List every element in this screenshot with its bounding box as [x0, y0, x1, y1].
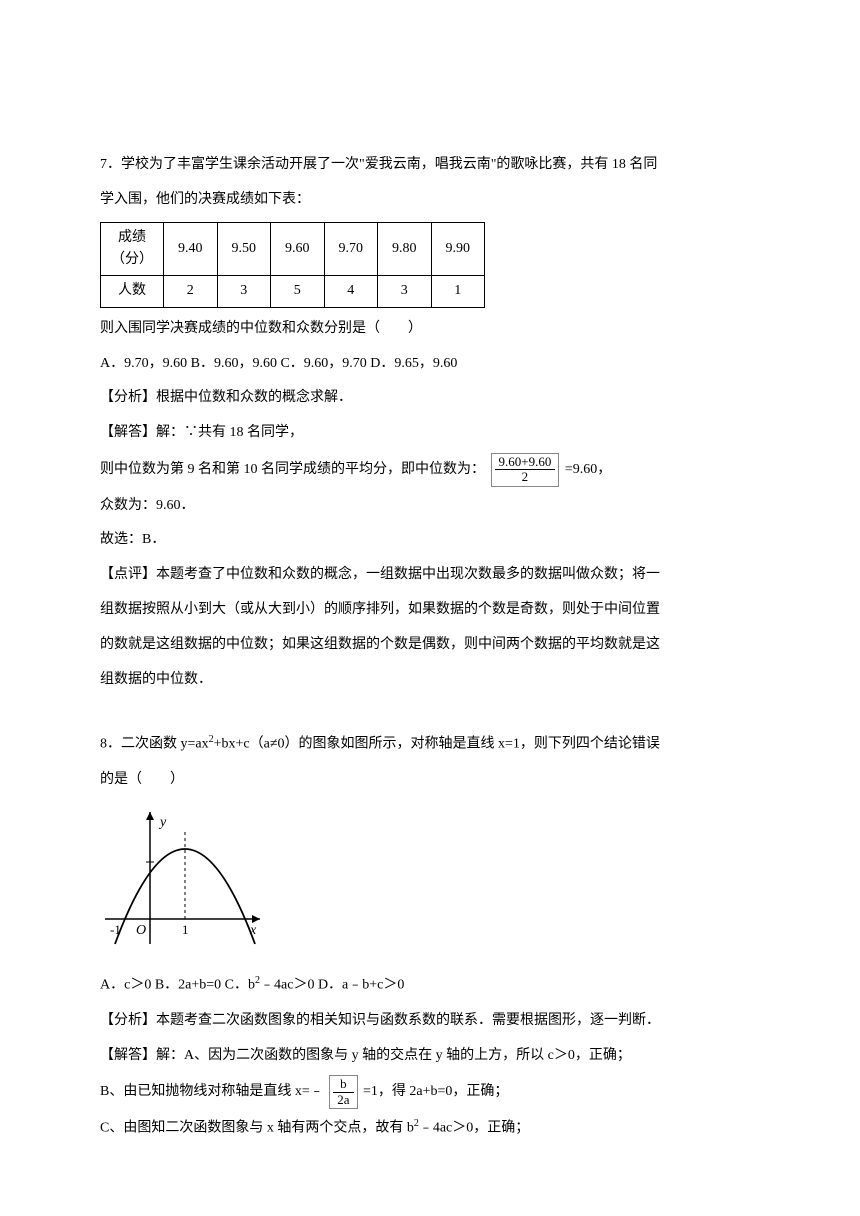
- neg1-label: -1: [110, 922, 121, 937]
- q8-answer-c: C、由图知二次函数图象与 x 轴有两个交点，故有 b2﹣4ac＞0，正确；: [100, 1113, 760, 1144]
- q7-ask: 则入围同学决赛成绩的中位数和众数分别是（ ）: [100, 314, 760, 345]
- q8-analysis: 【分析】本题考查二次函数图象的相关知识与函数系数的联系．需要根据图形，逐一判断．: [100, 1006, 760, 1037]
- q7-answer-l2: 则中位数为第 9 名和第 10 名同学成绩的平均分，即中位数为： 9.60+9.…: [100, 453, 760, 487]
- q7-review-l4: 组数据的中位数．: [100, 665, 760, 696]
- q7-fraction-num: 9.60+9.60: [495, 455, 556, 470]
- q8-answer-b: B、由已知抛物线对称轴是直线 x=﹣ b 2a =1，得 2a+b=0，正确；: [100, 1075, 760, 1109]
- q7-table-head-score: 成绩 （分）: [101, 222, 164, 276]
- q7-table-score-4: 9.80: [378, 222, 432, 276]
- q7-options: A．9.70，9.60 B．9.60，9.60 C．9.60，9.70 D．9.…: [100, 349, 760, 380]
- origin-label: O: [136, 923, 146, 938]
- q8-prompt-l1a: 8．二次函数 y=ax: [100, 737, 209, 752]
- y-axis-arrow: [146, 812, 154, 820]
- q7-analysis: 【分析】根据中位数和众数的概念求解．: [100, 383, 760, 414]
- q7-review-l2: 组数据按照从小到大（或从大到小）的顺序排列，如果数据的个数是奇数，则处于中间位置: [100, 595, 760, 626]
- q7-table-head-score-b: （分）: [111, 249, 153, 271]
- q8-answer-a: 【解答】解：A、因为二次函数的图象与 y 轴的交点在 y 轴的上方，所以 c＞0…: [100, 1041, 760, 1072]
- q7-table: 成绩 （分） 9.40 9.50 9.60 9.70 9.80 9.90 人数 …: [100, 222, 485, 308]
- y-axis-label: y: [158, 815, 167, 830]
- one-label: 1: [182, 922, 189, 937]
- q8-fraction-num: b: [333, 1077, 353, 1092]
- q7-table-score-3: 9.70: [324, 222, 378, 276]
- q8-prompt-l1b: +bx+c（a≠0）的图象如图所示，对称轴是直线 x=1，则下列四个结论错误: [214, 737, 660, 752]
- q8-graph: y x O -1 1: [100, 804, 760, 967]
- q8-prompt-l1: 8．二次函数 y=ax2+bx+c（a≠0）的图象如图所示，对称轴是直线 x=1…: [100, 729, 760, 760]
- q8-answer-c-before: C、由图知二次函数图象与 x 轴有两个交点，故有 b: [100, 1121, 414, 1136]
- q7-answer-l4: 故选：B．: [100, 525, 760, 556]
- x-axis-arrow: [252, 915, 260, 923]
- q7-review-l3: 的数就是这组数据的中位数；如果这组数据的个数是偶数，则中间两个数据的平均数就是这: [100, 630, 760, 661]
- q7-answer-l2-after: =9.60，: [565, 462, 611, 477]
- q7-table-head-score-a: 成绩: [111, 227, 153, 249]
- q8-fraction-den: 2a: [333, 1093, 353, 1107]
- q7-table-score-5: 9.90: [431, 222, 485, 276]
- q7-prompt-line2: 学入围，他们的决赛成绩如下表：: [100, 185, 760, 216]
- parabola-graph-svg: y x O -1 1: [100, 804, 270, 954]
- q7-table-count-0: 2: [164, 276, 218, 307]
- q8-prompt-l2: 的是（ ）: [100, 765, 760, 796]
- q8-answer-c-after: ﹣4ac＞0，正确；: [419, 1121, 529, 1136]
- q7-table-count-2: 5: [271, 276, 325, 307]
- q7-review-l1: 【点评】本题考查了中位数和众数的概念，一组数据中出现次数最多的数据叫做众数；将一: [100, 560, 760, 591]
- q8-options-b: ﹣4ac＞0 D．a﹣b+c＞0: [260, 978, 404, 993]
- q7-table-count-1: 3: [217, 276, 271, 307]
- q7-table-score-0: 9.40: [164, 222, 218, 276]
- q7-answer-l1: 【解答】解：∵共有 18 名同学，: [100, 418, 760, 449]
- q7-table-count-5: 1: [431, 276, 485, 307]
- q7-answer-l2-before: 则中位数为第 9 名和第 10 名同学成绩的平均分，即中位数为：: [100, 462, 485, 477]
- q7-table-head-count: 人数: [101, 276, 164, 307]
- q8-answer-b-before: B、由已知抛物线对称轴是直线 x=﹣: [100, 1084, 324, 1099]
- spacer: [100, 699, 760, 729]
- q7-table-count-3: 4: [324, 276, 378, 307]
- q7-answer-l3: 众数为：9.60．: [100, 491, 760, 522]
- q8-options-a: A．c＞0 B．2a+b=0 C．b: [100, 978, 255, 993]
- q8-fraction: b 2a: [329, 1075, 357, 1109]
- q7-fraction: 9.60+9.60 2: [491, 453, 560, 487]
- q8-answer-b-after: =1，得 2a+b=0，正确；: [363, 1084, 508, 1099]
- q7-table-score-2: 9.60: [271, 222, 325, 276]
- q7-table-score-1: 9.50: [217, 222, 271, 276]
- q7-fraction-den: 2: [495, 470, 556, 484]
- q8-options: A．c＞0 B．2a+b=0 C．b2﹣4ac＞0 D．a﹣b+c＞0: [100, 970, 760, 1001]
- q7-table-count-4: 3: [378, 276, 432, 307]
- x-axis-label: x: [249, 923, 257, 938]
- q7-prompt-line1: 7．学校为了丰富学生课余活动开展了一次"爱我云南，唱我云南"的歌咏比赛，共有 1…: [100, 150, 760, 181]
